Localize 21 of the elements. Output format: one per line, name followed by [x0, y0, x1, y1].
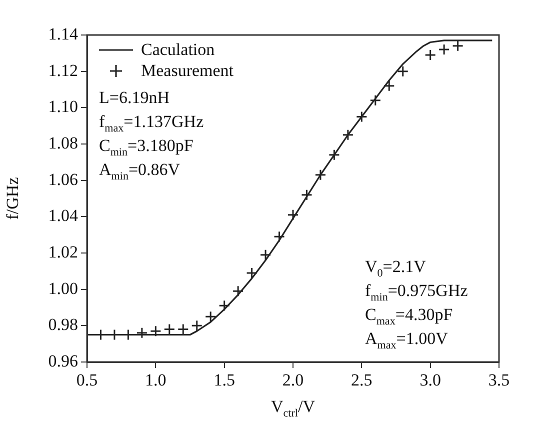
y-tick-label: 1.04	[48, 206, 78, 226]
y-axis-title: f/GHz	[3, 176, 22, 220]
y-tick-label: 1.12	[48, 60, 78, 80]
x-tick-label: 0.5	[76, 370, 98, 390]
x-tick-label: 1.0	[145, 370, 166, 390]
y-tick-label: 1.08	[48, 133, 78, 152]
legend-label: Measurement	[141, 61, 234, 80]
y-tick-label: 1.02	[48, 242, 78, 262]
x-tick-label: 2.0	[282, 370, 304, 390]
y-tick-label: 0.96	[48, 351, 78, 370]
legend-label: Caculation	[141, 40, 216, 59]
y-tick-label: 0.98	[48, 315, 78, 334]
y-tick-label: 1.14	[48, 24, 78, 44]
y-tick-label: 1.10	[48, 97, 78, 116]
x-tick-label: 1.5	[214, 370, 235, 390]
y-tick-label: 1.06	[48, 170, 78, 189]
x-tick-label: 3.5	[488, 370, 510, 390]
x-tick-label: 2.5	[351, 370, 372, 390]
y-tick-label: 1.00	[48, 278, 78, 298]
x-tick-label: 3.0	[420, 370, 441, 390]
annotation: L=6.19nH	[99, 88, 170, 107]
